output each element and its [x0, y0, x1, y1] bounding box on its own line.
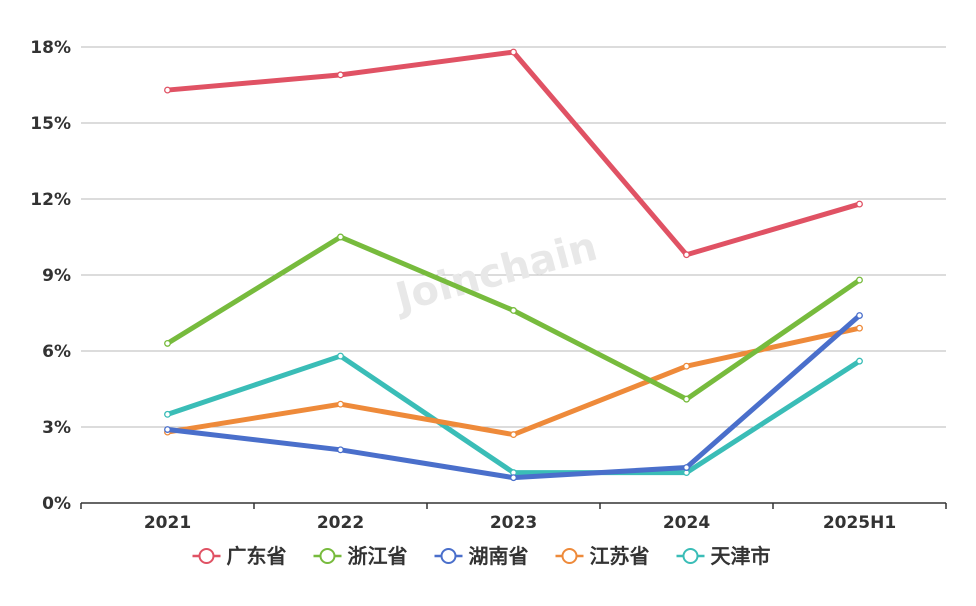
grid-lines — [81, 46, 946, 428]
data-point — [510, 307, 517, 314]
data-point — [856, 312, 863, 319]
legend-label: 浙江省 — [348, 544, 408, 568]
y-tick-label: 0% — [42, 494, 71, 514]
y-tick-label: 3% — [42, 418, 71, 438]
y-tick-label: 9% — [42, 266, 71, 286]
data-point — [856, 324, 863, 332]
series-line — [165, 313, 862, 481]
data-point — [337, 71, 344, 79]
data-point — [683, 251, 690, 259]
data-point — [683, 464, 690, 471]
legend-item[interactable]: 浙江省 — [313, 544, 408, 568]
data-point — [164, 426, 171, 433]
legend-label: 天津市 — [711, 544, 771, 568]
data-point — [510, 474, 517, 482]
legend-marker-icon — [682, 548, 699, 564]
series-5 — [164, 352, 863, 477]
y-tick-label: 15% — [30, 114, 71, 134]
data-point — [337, 233, 344, 241]
legend-marker-icon — [440, 548, 457, 564]
series-lines — [164, 48, 863, 482]
legend-label: 广东省 — [227, 544, 287, 568]
series-3 — [164, 312, 863, 482]
series-4 — [164, 324, 863, 439]
x-tick-label: 2021 — [144, 513, 191, 533]
legend-item[interactable]: 江苏省 — [555, 544, 650, 568]
legend-marker-icon — [319, 548, 336, 564]
y-tick-label: 18% — [30, 38, 71, 58]
y-tick-label: 6% — [42, 342, 71, 362]
data-point — [856, 276, 863, 284]
x-tick-label: 2022 — [317, 513, 364, 533]
data-point — [510, 431, 517, 439]
data-point — [683, 362, 690, 370]
data-point — [164, 86, 171, 94]
series-1 — [164, 48, 863, 259]
legend-marker-icon — [561, 548, 578, 564]
data-point — [510, 48, 517, 56]
legend-label: 湖南省 — [469, 544, 529, 568]
axes: 0% 3% 6% 9% 12% 15% 18% 2021 2022 2023 2024 2025H1 — [30, 38, 947, 533]
data-point — [683, 395, 690, 403]
data-point — [856, 200, 863, 208]
legend-label: 江苏省 — [590, 544, 650, 568]
series-2 — [164, 233, 863, 403]
y-tick-label: 12% — [30, 190, 71, 210]
series-line — [165, 49, 862, 258]
legend-item[interactable]: 湖南省 — [434, 544, 529, 568]
data-point — [164, 339, 171, 347]
data-point — [164, 410, 171, 418]
data-point — [856, 357, 863, 365]
legend-item[interactable]: 广东省 — [192, 544, 287, 568]
x-tick-label: 2023 — [490, 513, 537, 533]
data-point — [337, 446, 344, 454]
x-tick-label: 2025H1 — [823, 513, 896, 533]
data-point — [337, 400, 344, 408]
legend-item[interactable]: 天津市 — [676, 544, 771, 568]
data-point — [337, 352, 344, 360]
legend-marker-icon — [198, 548, 215, 564]
x-tick-label: 2024 — [663, 513, 710, 533]
legend[interactable]: 广东省 浙江省 湖南省 江苏省 天津市 — [192, 544, 771, 568]
